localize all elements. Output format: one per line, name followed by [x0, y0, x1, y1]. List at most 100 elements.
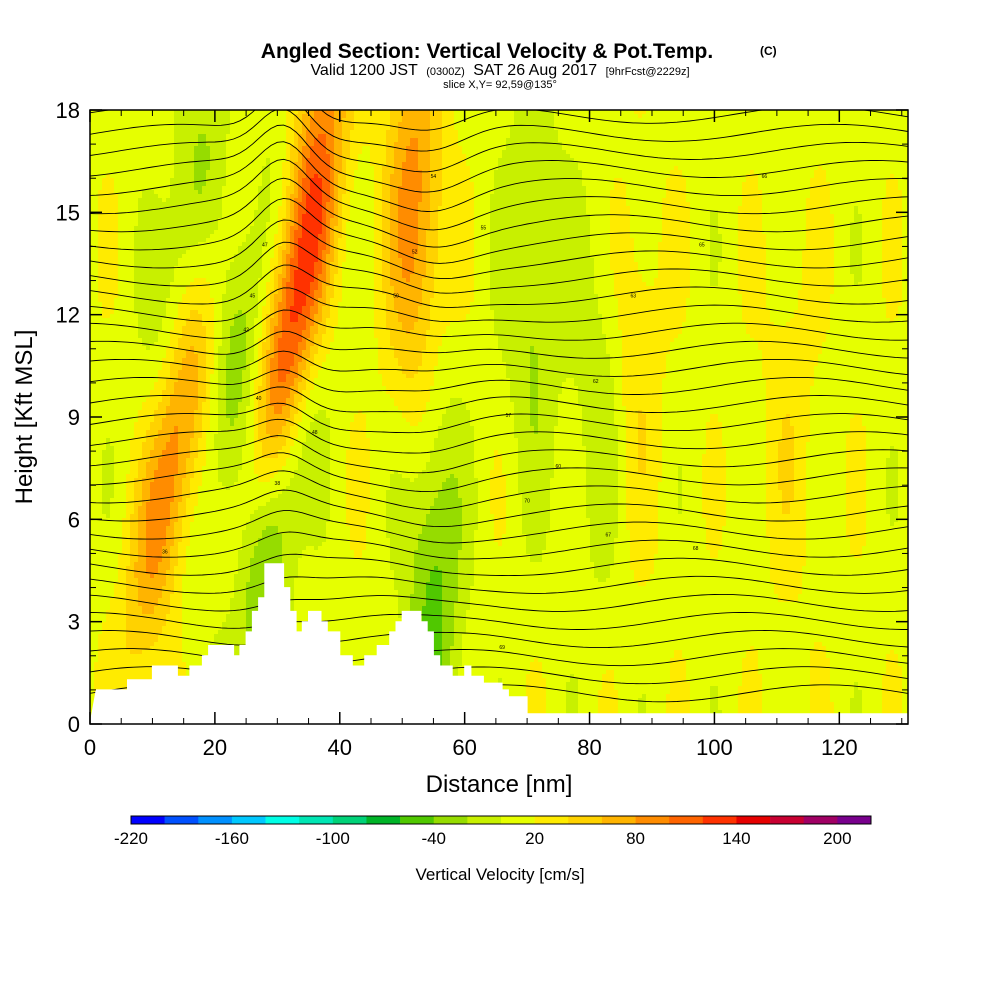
field-cell: [778, 174, 782, 178]
field-cell: [458, 142, 462, 146]
field-cell: [142, 150, 146, 154]
field-cell: [466, 114, 470, 118]
field-cell: [778, 194, 782, 198]
field-cell: [90, 150, 94, 154]
field-cell: [270, 174, 274, 178]
field-cell: [654, 130, 658, 134]
field-cell: [706, 126, 710, 130]
field-cell: [610, 194, 614, 198]
field-cell: [782, 166, 786, 170]
field-cell: [106, 194, 110, 198]
field-cell: [550, 194, 554, 198]
field-cell: [270, 114, 274, 118]
field-cell: [270, 206, 274, 210]
field-cell: [186, 126, 190, 130]
field-cell: [362, 154, 366, 158]
field-cell: [286, 130, 290, 134]
field-cell: [550, 154, 554, 158]
field-cell: [374, 190, 378, 194]
field-cell: [634, 202, 638, 206]
field-cell: [254, 206, 258, 210]
field-cell: [646, 182, 650, 186]
field-cell: [446, 110, 450, 114]
field-cell: [842, 166, 846, 170]
field-cell: [118, 182, 122, 186]
field-cell: [202, 182, 206, 186]
field-cell: [518, 138, 522, 142]
field-cell: [634, 142, 638, 146]
field-cell: [682, 118, 686, 122]
field-cell: [362, 122, 366, 126]
field-cell: [838, 198, 842, 202]
field-cell: [606, 190, 610, 194]
field-cell: [734, 130, 738, 134]
field-cell: [786, 138, 790, 142]
field-cell: [618, 174, 622, 178]
field-cell: [250, 130, 254, 134]
field-cell: [674, 134, 678, 138]
field-cell: [586, 182, 590, 186]
field-cell: [614, 178, 618, 182]
field-cell: [618, 198, 622, 202]
field-cell: [766, 174, 770, 178]
field-cell: [434, 118, 438, 122]
field-cell: [306, 174, 310, 178]
field-cell: [746, 138, 750, 142]
field-cell: [578, 190, 582, 194]
field-cell: [754, 190, 758, 194]
field-cell: [134, 206, 138, 210]
field-cell: [826, 150, 830, 154]
field-cell: [154, 162, 158, 166]
field-cell: [326, 134, 330, 138]
field-cell: [130, 162, 134, 166]
field-cell: [326, 146, 330, 150]
field-cell: [538, 166, 542, 170]
field-cell: [662, 186, 666, 190]
field-cell: [274, 118, 278, 122]
field-cell: [118, 122, 122, 126]
field-cell: [106, 122, 110, 126]
field-cell: [690, 114, 694, 118]
field-cell: [238, 122, 242, 126]
field-cell: [618, 126, 622, 130]
field-cell: [750, 126, 754, 130]
field-cell: [902, 118, 906, 122]
field-cell: [418, 142, 422, 146]
field-cell: [458, 122, 462, 126]
field-cell: [102, 178, 106, 182]
field-cell: [842, 190, 846, 194]
field-cell: [758, 134, 762, 138]
field-cell: [238, 126, 242, 130]
field-cell: [430, 158, 434, 162]
field-cell: [586, 194, 590, 198]
field-cell: [562, 166, 566, 170]
field-cell: [142, 158, 146, 162]
field-cell: [346, 150, 350, 154]
field-cell: [598, 182, 602, 186]
field-cell: [818, 178, 822, 182]
field-cell: [318, 186, 322, 190]
field-cell: [418, 198, 422, 202]
field-cell: [386, 174, 390, 178]
field-cell: [854, 154, 858, 158]
field-cell: [774, 178, 778, 182]
field-cell: [238, 206, 242, 210]
field-cell: [350, 154, 354, 158]
field-cell: [534, 182, 538, 186]
field-cell: [322, 134, 326, 138]
field-cell: [610, 114, 614, 118]
field-cell: [294, 198, 298, 202]
field-cell: [726, 130, 730, 134]
field-cell: [650, 166, 654, 170]
field-cell: [270, 142, 274, 146]
field-cell: [234, 150, 238, 154]
field-cell: [334, 206, 338, 210]
field-cell: [338, 138, 342, 142]
field-cell: [654, 118, 658, 122]
field-cell: [450, 146, 454, 150]
field-cell: [754, 202, 758, 206]
field-cell: [758, 166, 762, 170]
field-cell: [222, 142, 226, 146]
field-cell: [382, 186, 386, 190]
field-cell: [694, 146, 698, 150]
